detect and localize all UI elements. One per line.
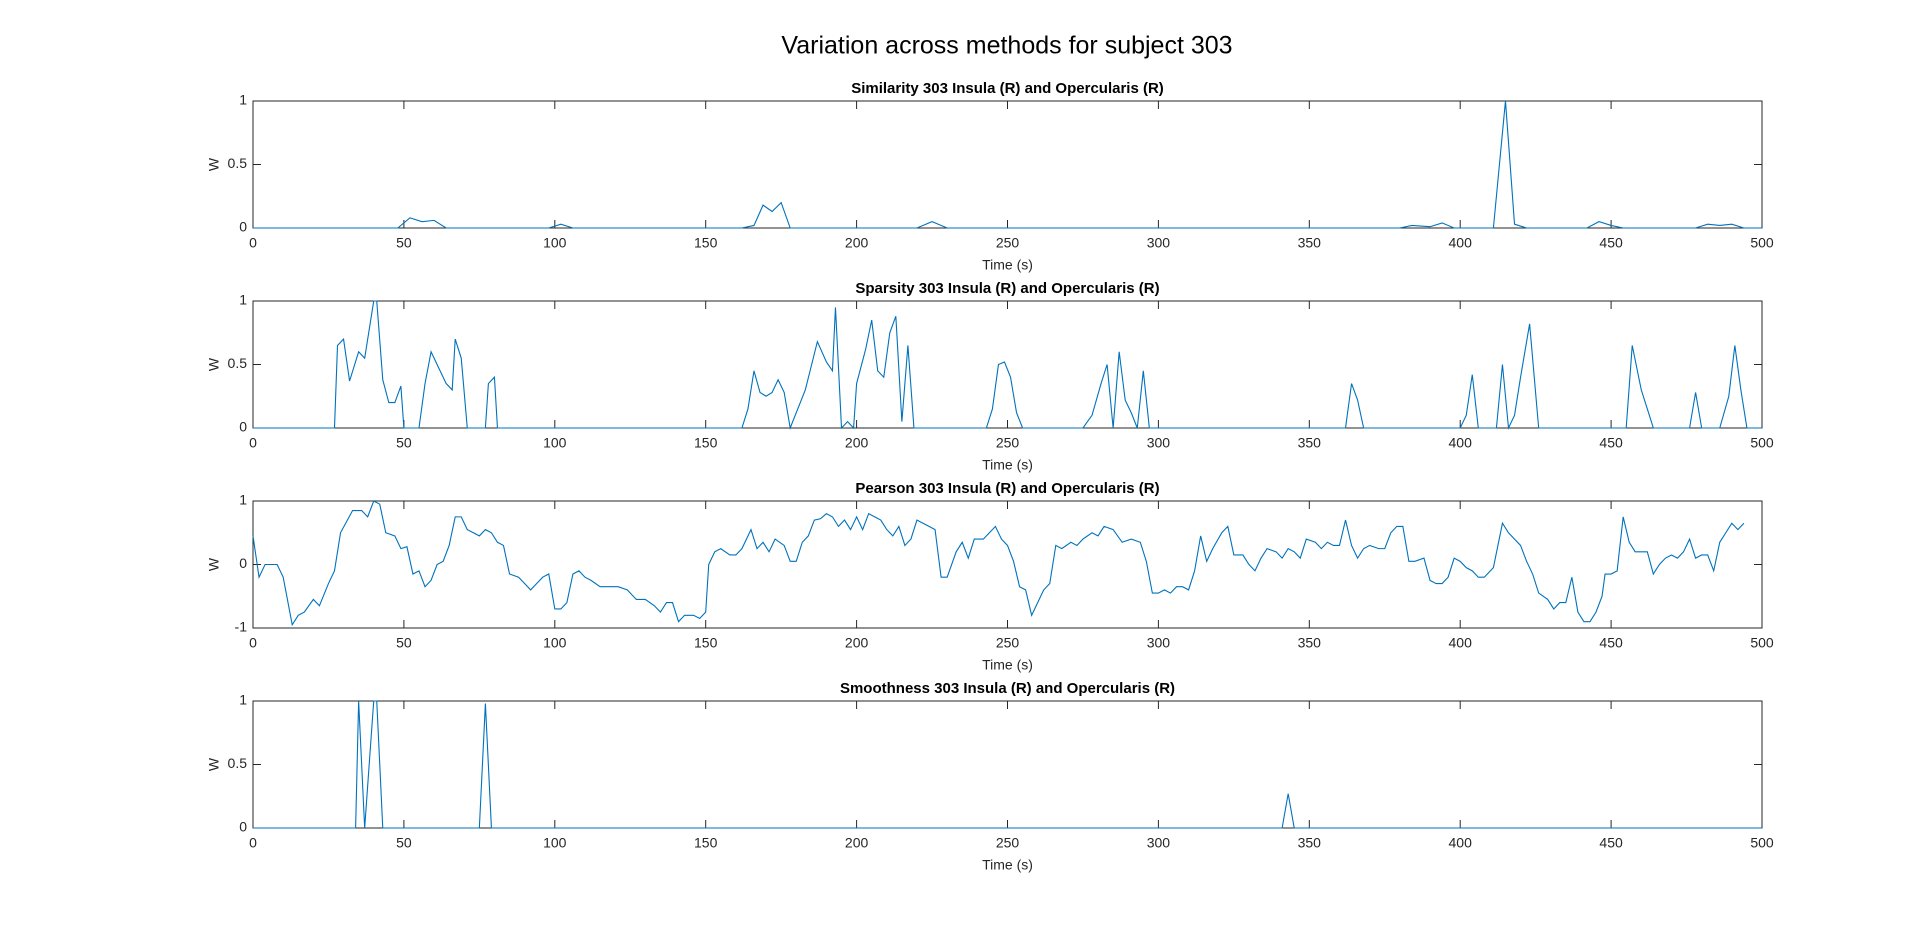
axes-box xyxy=(252,700,1763,829)
axes-title: Pearson 303 Insula (R) and Opercularis (… xyxy=(855,480,1159,497)
y-axis-label: W xyxy=(206,157,222,171)
y-tick-label: 0 xyxy=(239,555,247,571)
y-tick-label: 0.5 xyxy=(228,355,248,371)
x-tick-label: 450 xyxy=(1599,635,1623,651)
y-tick-label: 0 xyxy=(239,419,247,435)
x-tick-label: 400 xyxy=(1449,635,1473,651)
x-tick-label: 50 xyxy=(396,235,412,251)
y-tick-label: 0 xyxy=(239,219,247,235)
x-tick-label: 450 xyxy=(1599,435,1623,451)
x-tick-label: 350 xyxy=(1298,835,1322,851)
axes-box xyxy=(252,300,1763,429)
data-line xyxy=(253,700,1762,829)
y-tick-label: 1 xyxy=(239,92,247,108)
x-tick-label: 500 xyxy=(1750,435,1774,451)
x-tick-label: 50 xyxy=(396,635,412,651)
axes-title: Sparsity 303 Insula (R) and Opercularis … xyxy=(855,280,1159,297)
y-tick-label: 0 xyxy=(239,819,247,835)
x-tick-label: 200 xyxy=(845,235,869,251)
x-tick-label: 400 xyxy=(1449,435,1473,451)
x-tick-label: 100 xyxy=(543,835,567,851)
x-tick-label: 250 xyxy=(996,235,1020,251)
axes-box xyxy=(252,500,1763,629)
x-tick-label: 300 xyxy=(1147,435,1171,451)
x-tick-label: 0 xyxy=(249,835,257,851)
x-tick-label: 350 xyxy=(1298,435,1322,451)
x-tick-label: 300 xyxy=(1147,835,1171,851)
x-tick-label: 500 xyxy=(1750,235,1774,251)
axes-title: Similarity 303 Insula (R) and Operculari… xyxy=(851,80,1164,97)
x-tick-label: 0 xyxy=(249,635,257,651)
x-tick-label: 100 xyxy=(543,435,567,451)
y-axis-label: W xyxy=(206,757,222,771)
axes-box xyxy=(252,100,1763,229)
y-axis-label: W xyxy=(206,357,222,371)
x-tick-label: 400 xyxy=(1449,235,1473,251)
y-tick-label: -1 xyxy=(235,619,248,635)
data-line xyxy=(252,500,1745,627)
x-tick-label: 100 xyxy=(543,235,567,251)
y-axis-label: W xyxy=(206,557,222,571)
x-tick-label: 450 xyxy=(1599,235,1623,251)
y-tick-label: 1 xyxy=(239,492,247,508)
x-tick-label: 150 xyxy=(694,835,718,851)
y-tick-label: 1 xyxy=(239,692,247,708)
x-tick-label: 0 xyxy=(249,435,257,451)
x-tick-label: 200 xyxy=(845,435,869,451)
x-tick-label: 500 xyxy=(1750,635,1774,651)
data-line xyxy=(253,100,1762,229)
x-tick-label: 150 xyxy=(694,235,718,251)
x-tick-label: 400 xyxy=(1449,835,1473,851)
x-axis-label: Time (s) xyxy=(982,857,1033,873)
x-tick-label: 350 xyxy=(1298,235,1322,251)
x-tick-label: 300 xyxy=(1147,235,1171,251)
data-line xyxy=(253,300,1762,431)
x-tick-label: 250 xyxy=(996,635,1020,651)
x-tick-label: 100 xyxy=(543,635,567,651)
x-tick-label: 200 xyxy=(845,635,869,651)
x-tick-label: 200 xyxy=(845,835,869,851)
x-axis-label: Time (s) xyxy=(982,657,1033,673)
figure-title: Variation across methods for subject 303 xyxy=(781,32,1232,60)
x-tick-label: 300 xyxy=(1147,635,1171,651)
x-axis-label: Time (s) xyxy=(982,257,1033,273)
y-tick-label: 0.5 xyxy=(228,755,248,771)
x-tick-label: 250 xyxy=(996,435,1020,451)
x-tick-label: 150 xyxy=(694,435,718,451)
x-tick-label: 350 xyxy=(1298,635,1322,651)
x-tick-label: 450 xyxy=(1599,835,1623,851)
x-tick-label: 500 xyxy=(1750,835,1774,851)
x-tick-label: 0 xyxy=(249,235,257,251)
x-axis-label: Time (s) xyxy=(982,457,1033,473)
x-tick-label: 250 xyxy=(996,835,1020,851)
y-tick-label: 1 xyxy=(239,292,247,308)
y-tick-label: 0.5 xyxy=(228,155,248,171)
x-tick-label: 50 xyxy=(396,435,412,451)
x-tick-label: 50 xyxy=(396,835,412,851)
axes-title: Smoothness 303 Insula (R) and Operculari… xyxy=(840,680,1175,697)
x-tick-label: 150 xyxy=(694,635,718,651)
